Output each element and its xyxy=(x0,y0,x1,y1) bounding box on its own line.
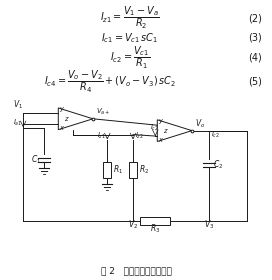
Text: z: z xyxy=(64,116,68,122)
Bar xyxy=(140,218,170,225)
Text: $I_{z1} = \dfrac{V_1 - V_a}{R_2}$: $I_{z1} = \dfrac{V_1 - V_a}{R_2}$ xyxy=(100,5,160,31)
Text: 图 2   二阶通用滤波器电路: 图 2 二阶通用滤波器电路 xyxy=(101,266,171,275)
Text: $R_3$: $R_3$ xyxy=(150,222,160,235)
Text: $C_2$: $C_2$ xyxy=(213,159,223,171)
Text: $I_{z2}$: $I_{z2}$ xyxy=(135,130,144,141)
Text: (2): (2) xyxy=(248,13,262,23)
Text: $R_2$: $R_2$ xyxy=(139,164,149,176)
Text: $I_{c1} = V_{c1}\,sC_1$: $I_{c1} = V_{c1}\,sC_1$ xyxy=(101,31,159,45)
Text: $R_1$: $R_1$ xyxy=(113,164,123,176)
Text: $I_{c4} = \dfrac{V_o - V_2}{R_4} + (V_o - V_3)\,sC_2$: $I_{c4} = \dfrac{V_o - V_2}{R_4} + (V_o … xyxy=(44,68,176,95)
Text: $V_o$: $V_o$ xyxy=(195,118,205,130)
Text: y: y xyxy=(59,106,63,112)
Text: $I_{c2} = \dfrac{V_{c1}}{R_1}$: $I_{c2} = \dfrac{V_{c1}}{R_1}$ xyxy=(110,44,150,71)
Text: z: z xyxy=(163,128,167,134)
Text: $I_{z1}$: $I_{z1}$ xyxy=(97,130,106,141)
Text: x: x xyxy=(158,137,162,143)
Text: y: y xyxy=(158,118,162,124)
Text: $V_{a+}$: $V_{a+}$ xyxy=(96,107,110,117)
Text: (4): (4) xyxy=(248,53,262,63)
Text: $V_2$: $V_2$ xyxy=(128,218,138,231)
Text: $I_{c2}$: $I_{c2}$ xyxy=(211,130,220,140)
Text: $C_1$: $C_1$ xyxy=(31,154,41,167)
Text: $V_3$: $V_3$ xyxy=(204,218,214,231)
Text: $I_{a1}$: $I_{a1}$ xyxy=(13,117,23,127)
Text: (3): (3) xyxy=(248,33,262,43)
Text: $V_1$: $V_1$ xyxy=(13,99,23,111)
Bar xyxy=(103,162,111,178)
Text: x: x xyxy=(59,125,63,131)
Text: $I_{c2}$: $I_{c2}$ xyxy=(150,123,159,133)
Bar xyxy=(129,162,137,178)
Text: (5): (5) xyxy=(248,76,262,86)
